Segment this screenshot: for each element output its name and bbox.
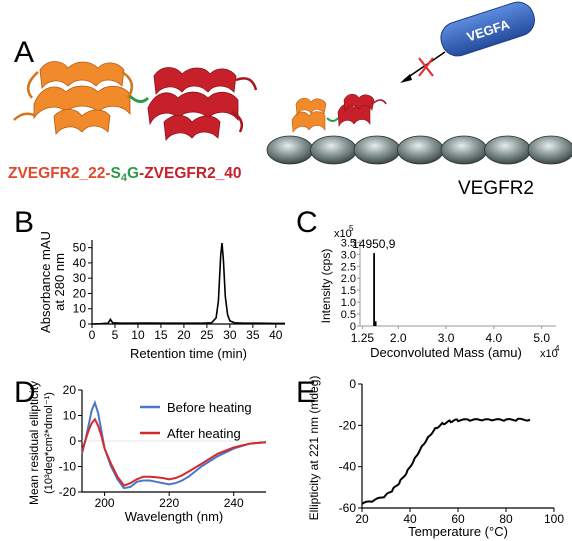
x-tick-label: 20 (177, 328, 191, 342)
linker-sub: 4 (121, 172, 128, 184)
panel-letter-c: C (296, 206, 318, 239)
y-tick-label: 2.5 (341, 261, 356, 273)
y-multiplier-exp: 5 (349, 224, 354, 233)
x-tick-label: 100 (544, 512, 564, 526)
zvegfr2-40-domain (147, 67, 258, 142)
x-tick-label: 3.0 (438, 331, 455, 345)
bound-affibody-icon (291, 93, 387, 133)
blocked-cross-icon (418, 57, 434, 77)
cd-series-line (81, 399, 267, 490)
y-tick-label: 20 (63, 383, 77, 397)
y-tick-label: 1.0 (341, 297, 356, 309)
x-multiplier-exp: 4 (555, 344, 560, 353)
receptor-segment (266, 135, 314, 165)
legend-label: Before heating (167, 400, 252, 415)
y-axis-title-line1: Mean residual ellipticity (27, 381, 41, 505)
y-tick-label: 30 (73, 271, 87, 285)
zvegfr2-22-domain (13, 61, 134, 136)
x-tick-label: 10 (131, 328, 145, 342)
y-tick-label: 3.0 (341, 249, 356, 261)
receptor-segment (397, 135, 444, 165)
y-tick-label: -20 (59, 485, 77, 499)
arrow-head-icon (400, 74, 412, 83)
x-tick-label: 60 (451, 512, 465, 526)
peak-label: 14950,9 (352, 237, 396, 251)
cd-series-line (81, 417, 267, 487)
x-axis-title: Deconvoluted Mass (amu) (370, 345, 522, 360)
y-tick-label: 0 (349, 377, 356, 391)
y-tick-label: 50 (73, 241, 87, 255)
construct-part1: ZVEGFR2_22- (8, 165, 111, 182)
x-tick-label: 25 (200, 328, 214, 342)
y-axis-title-line1: Absorbance mAU (38, 231, 53, 333)
x-tick-label: 5.0 (533, 331, 550, 345)
y-axis-title: Intensity (cps) (319, 249, 333, 324)
y-tick-label: 2.0 (341, 273, 356, 285)
panel-letter-a: A (14, 36, 34, 69)
melt-trace (361, 417, 531, 505)
y-tick-label: 0 (350, 321, 356, 333)
receptor-segment (527, 135, 572, 165)
x-tick-label: 4.0 (486, 331, 503, 345)
mass-spec-chart: 00.51.01.52.02.53.03.51.25 2.0 3.0 4.0 5.014… (319, 224, 560, 360)
s4g-linker (128, 94, 150, 103)
y-axis-title-line2: (10³deg*cm²*dmol⁻¹) (43, 392, 55, 494)
panel-letter-d: D (14, 376, 36, 409)
linker-s: S (111, 165, 121, 182)
x-tick-label: 15 (154, 328, 168, 342)
y-tick-label: -40 (339, 460, 357, 474)
x-axis-title: Temperature (°C) (408, 524, 508, 539)
receptor-segment (310, 135, 357, 165)
x-axis-title: Wavelength (nm) (125, 509, 224, 524)
x-tick-label: 0 (89, 328, 96, 342)
x-tick-label: 1.25 (351, 331, 375, 345)
y-tick-label: -60 (339, 501, 357, 515)
y-tick-label: -10 (59, 460, 77, 474)
y-axis-title: Ellipticity at 221 nm (mdeg) (307, 376, 321, 521)
cd-spectrum-chart: 200 220 240 -20 -10 0 10 20 Before heating After … (27, 381, 267, 524)
y-tick-label: 10 (63, 409, 77, 423)
linker-g: G (127, 165, 139, 182)
construct-label: ZVEGFR2_22-S4G-ZVEGFR2_40 (8, 165, 242, 184)
y-tick-label: 40 (73, 256, 87, 270)
vegfa-ligand: VEGFA (440, 1, 535, 57)
x-tick-label: 240 (224, 496, 244, 510)
x-tick-label: 30 (223, 328, 237, 342)
y-tick-label: 0 (69, 434, 76, 448)
legend-label: After heating (167, 426, 241, 441)
y-tick-label: 0 (79, 317, 86, 331)
thermal-melt-chart: 20 40 60 80 100 -60 -40 -20 0 Temperature (°C) Ell… (307, 376, 564, 539)
receptor-segment (353, 135, 401, 165)
vegfr2-label: VEGFR2 (458, 178, 534, 199)
y-tick-label: 1.5 (341, 285, 356, 297)
y-multiplier: x10 (334, 228, 352, 240)
x-tick-label: 40 (269, 328, 283, 342)
x-tick-label: 80 (499, 512, 513, 526)
vegfr2-receptor (266, 135, 572, 165)
y-tick-label: -20 (339, 418, 357, 432)
receptor-segment (440, 135, 488, 165)
x-axis-title: Retention time (min) (130, 346, 247, 361)
y-tick-label: 0.5 (341, 309, 356, 321)
y-axis-title-line2: at 280 nm (52, 253, 67, 311)
panel-letter-e: E (296, 376, 316, 409)
x-tick-label: 20 (355, 512, 369, 526)
construct-part2: -ZVEGFR2_40 (139, 165, 242, 182)
y-tick-label: 10 (73, 302, 87, 316)
x-tick-label: 35 (246, 328, 260, 342)
x-tick-label: 5 (112, 328, 119, 342)
y-tick-label: 3.5 (341, 237, 356, 249)
y-tick-label: 20 (73, 286, 87, 300)
panel-letter-b: B (14, 206, 34, 239)
x-tick-label: 2.0 (390, 331, 407, 345)
x-tick-label: 220 (159, 496, 179, 510)
receptor-segment (484, 135, 531, 165)
x-tick-label: 40 (403, 512, 417, 526)
x-multiplier: x10 (540, 348, 558, 360)
x-tick-label: 200 (95, 496, 115, 510)
hplc-trace (91, 243, 285, 325)
